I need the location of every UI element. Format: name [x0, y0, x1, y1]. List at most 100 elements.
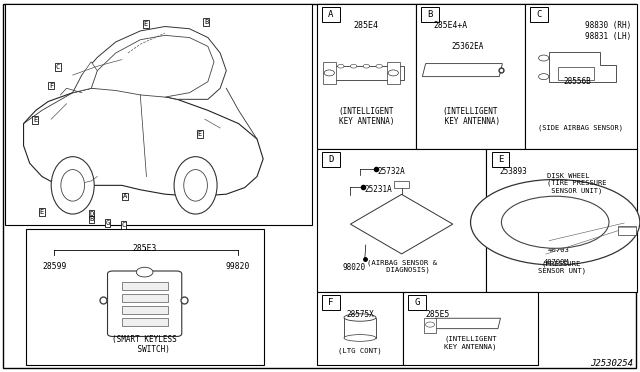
Bar: [122, 317, 168, 326]
Polygon shape: [351, 194, 453, 254]
Bar: [329, 66, 404, 80]
Text: DISK WHEEL
(TIRE PRESSURE
 SENSOR UNIT): DISK WHEEL (TIRE PRESSURE SENSOR UNIT): [547, 173, 607, 194]
Bar: [317, 149, 486, 292]
Text: G: G: [415, 298, 420, 307]
Circle shape: [426, 322, 435, 327]
Text: 98020: 98020: [342, 263, 365, 272]
Bar: [408, 295, 426, 310]
Bar: [387, 62, 399, 84]
Bar: [322, 152, 340, 167]
Polygon shape: [422, 64, 502, 77]
Text: 285E4: 285E4: [354, 21, 379, 30]
Bar: [618, 226, 636, 235]
Text: 28599: 28599: [42, 262, 67, 271]
Text: E: E: [144, 21, 148, 27]
Text: 28556B: 28556B: [564, 77, 591, 86]
Circle shape: [364, 64, 370, 68]
Circle shape: [324, 70, 334, 76]
Polygon shape: [91, 35, 214, 97]
Text: (SIDE AIRBAG SENSOR): (SIDE AIRBAG SENSOR): [538, 125, 623, 131]
Text: C: C: [536, 10, 541, 19]
Circle shape: [538, 74, 548, 80]
Circle shape: [338, 64, 344, 68]
Polygon shape: [24, 86, 263, 196]
Text: F: F: [49, 83, 53, 89]
Text: F: F: [328, 298, 333, 307]
Text: 98830 (RH)
98831 (LH): 98830 (RH) 98831 (LH): [586, 21, 632, 41]
Text: (LTG CONT): (LTG CONT): [338, 348, 382, 354]
Polygon shape: [432, 318, 500, 329]
Bar: [416, 4, 525, 149]
Text: E: E: [198, 131, 202, 137]
Text: 40700M: 40700M: [544, 259, 570, 265]
Polygon shape: [548, 52, 616, 82]
Bar: [394, 181, 410, 187]
Text: (PRESSURE
SENSOR UNT): (PRESSURE SENSOR UNT): [538, 260, 586, 274]
Text: (SMART KEYLESS
    SWITCH): (SMART KEYLESS SWITCH): [112, 335, 177, 354]
Bar: [5, 4, 312, 225]
Text: D: D: [90, 211, 93, 217]
FancyBboxPatch shape: [108, 271, 182, 336]
Text: 285E4+A: 285E4+A: [434, 21, 468, 30]
Text: 40702: 40702: [550, 234, 572, 240]
Circle shape: [136, 267, 153, 277]
Bar: [421, 7, 439, 22]
Ellipse shape: [51, 157, 94, 214]
Ellipse shape: [344, 314, 376, 321]
Text: 40703: 40703: [547, 247, 569, 253]
Text: 25362EA: 25362EA: [451, 42, 484, 51]
Text: C: C: [122, 222, 125, 228]
Bar: [317, 4, 416, 149]
Text: E: E: [40, 209, 44, 215]
Bar: [486, 149, 637, 292]
Bar: [122, 305, 168, 314]
Ellipse shape: [502, 196, 609, 248]
Bar: [424, 318, 436, 333]
Bar: [492, 152, 509, 167]
Text: 25231A: 25231A: [365, 185, 392, 194]
Bar: [322, 7, 340, 22]
Text: 99820: 99820: [226, 262, 250, 271]
Circle shape: [376, 64, 383, 68]
Bar: [122, 294, 168, 302]
Text: B: B: [204, 19, 208, 25]
Text: (AIRBAG SENSOR &
   DIAGNOSIS): (AIRBAG SENSOR & DIAGNOSIS): [367, 259, 436, 273]
Text: E: E: [33, 117, 37, 123]
Text: 25732A: 25732A: [378, 167, 405, 176]
Text: A: A: [124, 193, 127, 199]
Text: C: C: [56, 64, 60, 70]
Bar: [344, 318, 376, 338]
Ellipse shape: [344, 335, 376, 341]
Text: B: B: [90, 217, 93, 222]
Text: D: D: [328, 155, 333, 164]
Text: A: A: [328, 10, 333, 19]
Bar: [558, 67, 594, 80]
Bar: [322, 295, 340, 310]
Text: 253893: 253893: [499, 167, 527, 176]
Bar: [530, 7, 548, 22]
Text: (INTELLIGENT
KEY ANTENNA): (INTELLIGENT KEY ANTENNA): [444, 336, 497, 350]
Ellipse shape: [470, 179, 640, 265]
Text: B: B: [428, 10, 433, 19]
Bar: [323, 62, 336, 84]
Polygon shape: [73, 26, 227, 99]
Text: G: G: [106, 220, 109, 226]
Text: 285E5: 285E5: [426, 310, 450, 319]
Circle shape: [388, 70, 398, 76]
Bar: [317, 292, 403, 365]
Text: (INTELLIGENT
 KEY ANTENNA): (INTELLIGENT KEY ANTENNA): [440, 107, 500, 126]
Ellipse shape: [174, 157, 217, 214]
Bar: [525, 4, 637, 149]
Circle shape: [351, 64, 357, 68]
Text: (INTELLIGENT
KEY ANTENNA): (INTELLIGENT KEY ANTENNA): [339, 107, 394, 126]
Bar: [122, 282, 168, 290]
Text: 28575X: 28575X: [346, 310, 374, 319]
Bar: [26, 229, 264, 365]
Bar: [403, 292, 538, 365]
Polygon shape: [73, 62, 97, 93]
Text: J2530254: J2530254: [591, 359, 634, 368]
Circle shape: [538, 55, 548, 61]
Text: 285E3: 285E3: [132, 244, 157, 253]
Ellipse shape: [61, 170, 84, 201]
Text: E: E: [498, 155, 503, 164]
